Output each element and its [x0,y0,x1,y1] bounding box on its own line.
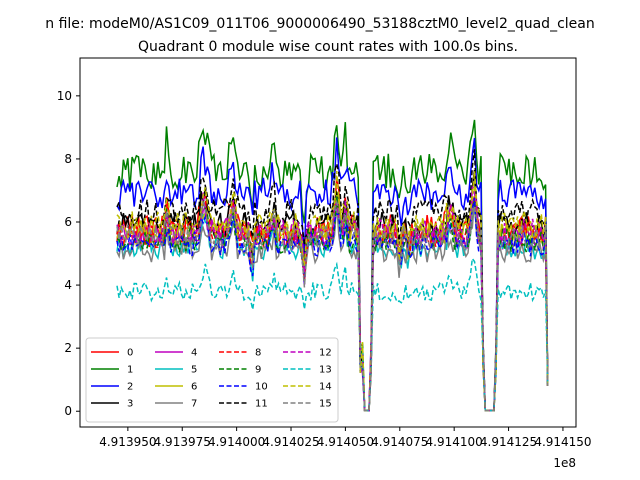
series-line-15 [116,199,549,412]
x-offset-label: 1e8 [553,456,576,470]
legend-label-1: 1 [127,365,133,376]
legend-label-6: 6 [191,382,197,393]
x-tick-label: 4.914075 [371,435,428,449]
x-tick-label: 4.913975 [154,435,211,449]
legend-label-14: 14 [319,382,332,393]
legend-label-15: 15 [319,399,332,410]
y-tick-label: 4 [64,278,72,292]
legend-label-3: 3 [127,399,133,410]
legend-label-11: 11 [255,399,268,410]
legend-label-12: 12 [319,348,332,359]
legend-label-2: 2 [127,382,133,393]
legend-label-7: 7 [191,399,197,410]
figure-suptitle: n file: modeM0/AS1C09_011T06_9000006490_… [45,16,594,32]
series-lines [116,119,549,412]
x-tick-label: 4.914150 [534,435,591,449]
x-tick-label: 4.914025 [262,435,319,449]
y-tick-label: 10 [57,89,72,103]
y-axis: 0 2 4 6 8 10 [57,89,80,418]
plot-area-frame [79,57,577,428]
chart-title: Quadrant 0 module wise count rates with … [138,39,518,55]
legend-label-5: 5 [191,365,197,376]
x-axis: 4.9139504.9139754.9140004.9140254.914050… [99,427,592,449]
x-tick-label: 4.914050 [317,435,374,449]
series-line-13 [116,256,549,412]
x-tick-label: 4.913950 [99,435,156,449]
y-tick-label: 2 [64,341,72,355]
y-tick-label: 8 [64,152,72,166]
series-line-10 [116,197,549,412]
legend-label-4: 4 [191,348,197,359]
x-tick-label: 4.914000 [208,435,265,449]
x-tick-label: 4.914100 [426,435,483,449]
series-line-12 [116,186,549,412]
legend-label-0: 0 [127,348,133,359]
y-tick-label: 0 [64,404,72,418]
legend-label-9: 9 [255,365,261,376]
legend-label-13: 13 [319,365,332,376]
legend-frame [85,337,339,423]
y-tick-label: 6 [64,215,72,229]
x-tick-label: 4.914125 [480,435,537,449]
legend-label-10: 10 [255,382,268,393]
legend-label-8: 8 [255,348,261,359]
